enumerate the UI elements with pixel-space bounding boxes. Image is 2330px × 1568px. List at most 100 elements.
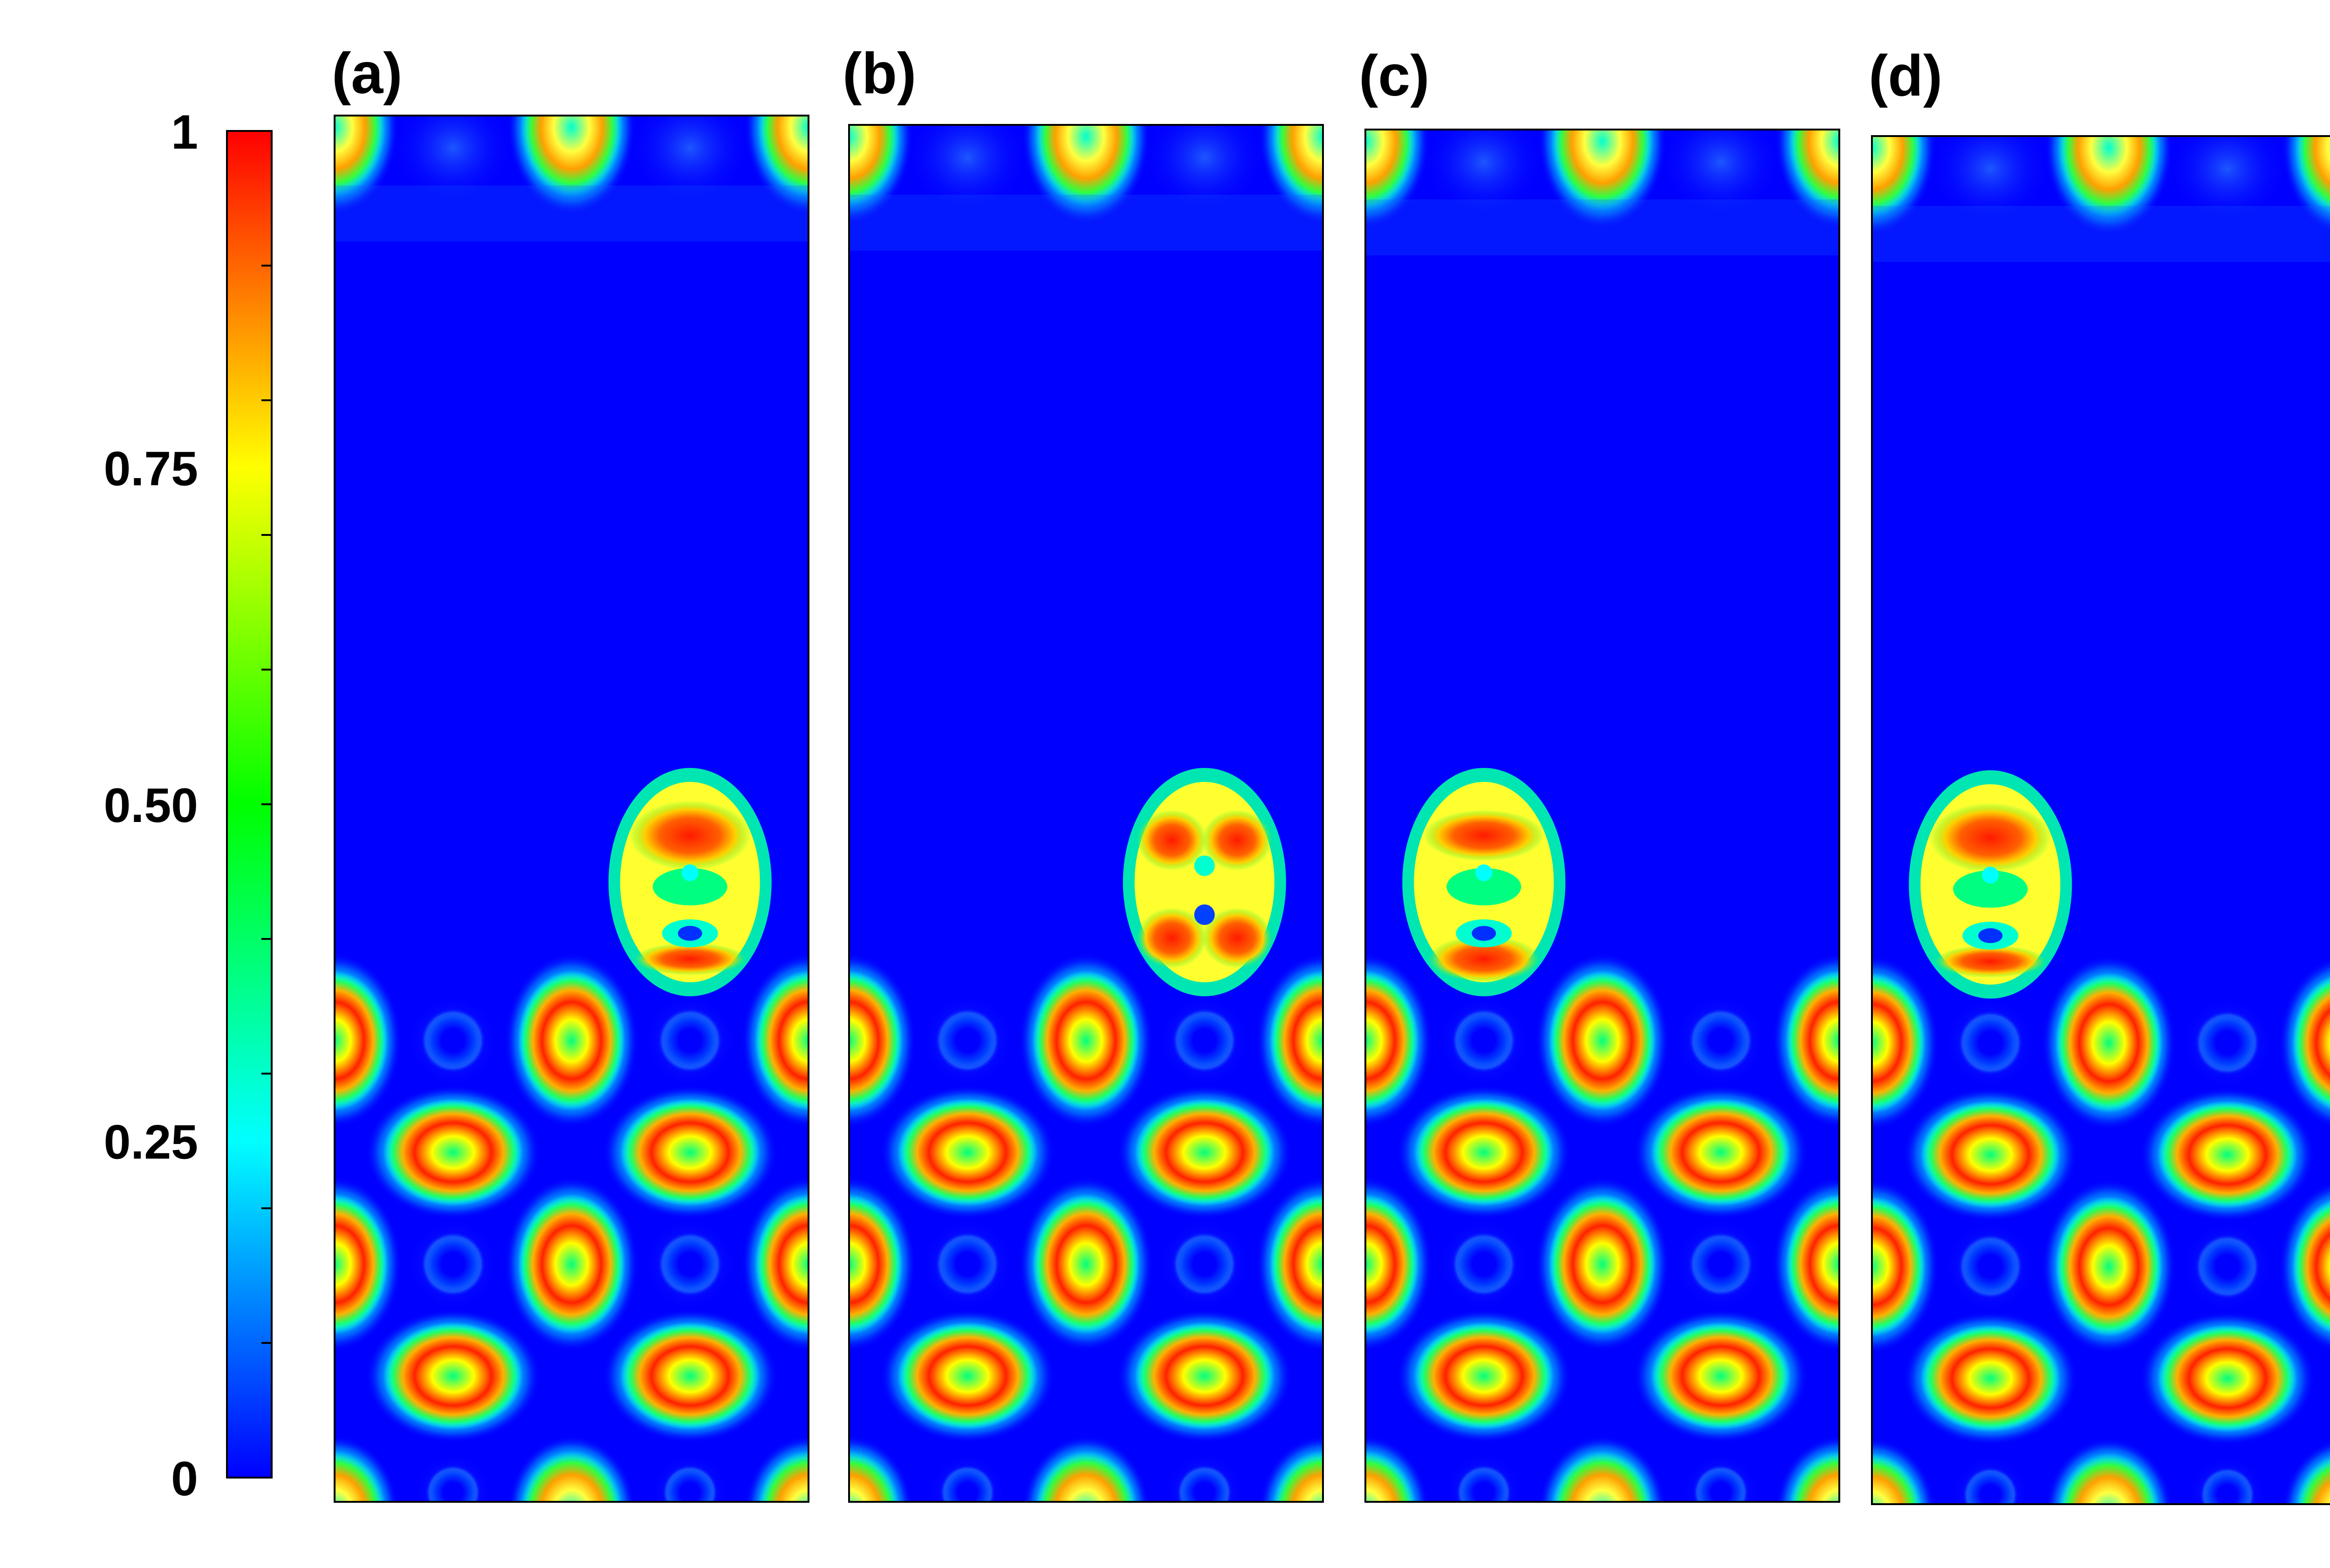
panel-label: (d) bbox=[1869, 44, 1942, 108]
colorbar-tick-label: 0.25 bbox=[104, 1116, 198, 1170]
elf-lobe bbox=[849, 125, 900, 206]
elf-glow bbox=[1930, 136, 2051, 225]
elf-glow bbox=[1423, 130, 1545, 218]
elf-glow bbox=[1660, 130, 1782, 218]
elf-lobe bbox=[1365, 130, 1417, 211]
colorbar-labels: 1 0.75 0.50 0.25 0 bbox=[104, 105, 198, 1506]
elf-void bbox=[1688, 1008, 1754, 1073]
surface-band bbox=[1872, 206, 2330, 262]
elf-lobe bbox=[1651, 1322, 1791, 1430]
adsorbate-bottom-lobe bbox=[1428, 936, 1540, 982]
elf-lobe bbox=[620, 1099, 760, 1206]
elf-lobe bbox=[1786, 1194, 1839, 1334]
elf-lobe bbox=[1549, 971, 1656, 1110]
adsorbate-top-lobe bbox=[1423, 810, 1545, 861]
elf-lobe bbox=[2295, 1456, 2330, 1504]
adsorbate-core bbox=[681, 864, 699, 881]
panel-label: (c) bbox=[1359, 44, 1430, 108]
adsorbate-core bbox=[1475, 864, 1493, 881]
elf-glow bbox=[2166, 136, 2288, 225]
elf-map bbox=[1365, 130, 1839, 1502]
elf-lobe bbox=[1549, 1194, 1656, 1334]
elf-lobe bbox=[1551, 130, 1654, 211]
adsorbate-mid bbox=[1953, 870, 2028, 908]
elf-lobe bbox=[755, 971, 809, 1110]
colorbar-tick-label: 0.75 bbox=[104, 442, 198, 496]
elf-void bbox=[939, 1465, 996, 1502]
elf-lobe bbox=[758, 1451, 809, 1502]
elf-void bbox=[420, 1008, 486, 1073]
elf-void bbox=[2194, 1010, 2260, 1075]
panel-a: (a) bbox=[332, 41, 809, 1503]
elf-lobe bbox=[335, 116, 386, 197]
elf-lobe bbox=[1365, 971, 1419, 1110]
elf-lobe bbox=[1872, 1453, 1923, 1504]
elf-void bbox=[935, 1008, 1001, 1073]
elf-void bbox=[1958, 1234, 2023, 1299]
elf-lobe bbox=[1872, 973, 1926, 1113]
elf-lobe bbox=[2292, 1199, 2330, 1334]
colorbar-tick-label: 1 bbox=[171, 105, 198, 159]
colorbar-tick-label: 0 bbox=[171, 1452, 198, 1506]
elf-lobe bbox=[1788, 130, 1839, 211]
adsorbate-bottom-lobe bbox=[1934, 945, 2047, 978]
elf-lobe bbox=[1414, 1099, 1554, 1206]
elf-lobe bbox=[1551, 1451, 1653, 1502]
elf-lobe bbox=[755, 1194, 809, 1334]
panel-frame bbox=[334, 115, 809, 1503]
elf-void bbox=[1172, 1232, 1237, 1297]
elf-glow bbox=[392, 116, 514, 204]
elf-lobe bbox=[849, 971, 903, 1110]
elf-void bbox=[662, 1465, 718, 1502]
elf-lobe bbox=[1032, 1194, 1140, 1334]
elf-lobe bbox=[1872, 1197, 1926, 1336]
surface-band bbox=[1365, 199, 1839, 255]
elf-lobe bbox=[898, 1099, 1038, 1206]
elf-lobe bbox=[383, 1322, 523, 1430]
elf-lobe bbox=[1035, 1451, 1137, 1502]
adsorbate-core bbox=[1982, 867, 1999, 883]
elf-lobe bbox=[1789, 1451, 1839, 1502]
elf-void bbox=[1962, 1467, 2019, 1504]
adsorbate-core bbox=[1194, 904, 1215, 925]
adsorbate-core bbox=[1194, 856, 1215, 876]
elf-lobe bbox=[1269, 1194, 1323, 1334]
elf-lobe bbox=[521, 1451, 623, 1502]
elf-lobe bbox=[849, 1451, 900, 1502]
elf-void bbox=[657, 1232, 723, 1297]
elf-lobe bbox=[335, 1194, 388, 1334]
elf-void bbox=[1456, 1465, 1512, 1502]
elf-lobe bbox=[335, 1451, 385, 1502]
colorbar-tick-label: 0.50 bbox=[104, 779, 198, 833]
elf-lobe bbox=[757, 116, 809, 197]
elf-map bbox=[1872, 136, 2330, 1504]
elf-void bbox=[420, 1232, 486, 1297]
panel-frame bbox=[1364, 129, 1840, 1503]
elf-lobe bbox=[1272, 1451, 1323, 1502]
panel-frame bbox=[1871, 135, 2330, 1505]
panels: (a) (b) (c) (d) bbox=[332, 41, 2330, 1505]
elf-void bbox=[2194, 1234, 2260, 1299]
elf-lobe bbox=[1032, 971, 1140, 1110]
elf-lobe bbox=[2292, 976, 2330, 1110]
elf-lobe bbox=[335, 971, 388, 1110]
elf-lobe bbox=[1134, 1099, 1275, 1206]
elf-lobe bbox=[1365, 1194, 1419, 1334]
elf-lobe bbox=[898, 1322, 1038, 1430]
elf-lobe bbox=[520, 116, 623, 197]
elf-lobe bbox=[518, 1194, 625, 1334]
elf-lobe bbox=[2157, 1325, 2297, 1432]
elf-lobe bbox=[2058, 1453, 2160, 1504]
elf-lobe bbox=[1786, 971, 1839, 1110]
elf-lobe bbox=[849, 1194, 903, 1334]
panel-b: (b) bbox=[843, 41, 1324, 1503]
adsorbate-void bbox=[678, 926, 702, 941]
elf-glow bbox=[1144, 125, 1265, 213]
elf-lobe bbox=[1872, 136, 1923, 218]
adsorbate-void bbox=[1472, 926, 1496, 941]
elf-void bbox=[1172, 1008, 1237, 1073]
elf-void bbox=[425, 1465, 481, 1502]
panel-label: (a) bbox=[332, 41, 403, 106]
adsorbate-void bbox=[1978, 928, 2003, 943]
